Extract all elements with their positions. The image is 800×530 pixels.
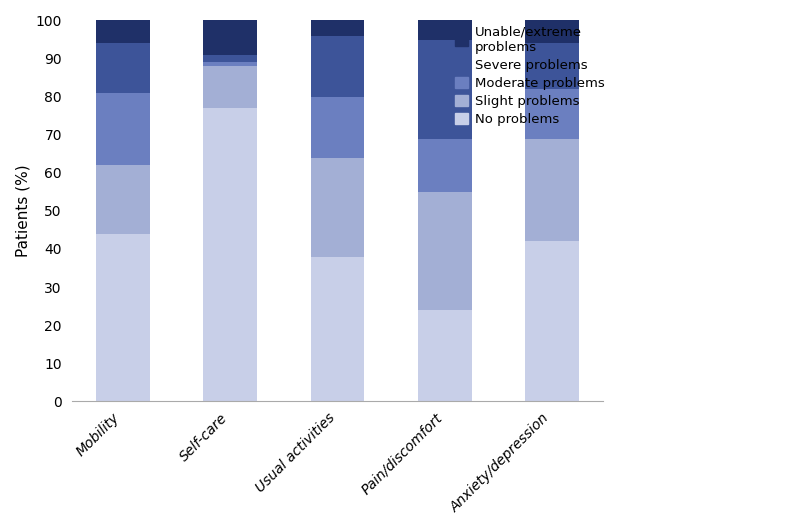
Bar bbox=[310, 157, 364, 257]
Bar bbox=[418, 310, 472, 401]
Bar bbox=[203, 66, 257, 108]
Bar bbox=[96, 93, 150, 165]
Y-axis label: Patients (%): Patients (%) bbox=[15, 164, 30, 257]
Bar bbox=[418, 192, 472, 310]
Bar bbox=[526, 138, 579, 241]
Bar bbox=[418, 138, 472, 192]
Bar bbox=[310, 21, 364, 36]
Bar bbox=[310, 36, 364, 96]
Bar bbox=[203, 63, 257, 66]
Bar bbox=[96, 43, 150, 93]
Bar bbox=[203, 55, 257, 63]
Bar bbox=[96, 21, 150, 43]
Bar bbox=[203, 21, 257, 55]
Bar bbox=[203, 108, 257, 401]
Bar bbox=[526, 43, 579, 89]
Bar bbox=[526, 21, 579, 43]
Bar bbox=[526, 89, 579, 138]
Bar bbox=[418, 21, 472, 40]
Bar bbox=[526, 241, 579, 401]
Bar bbox=[418, 40, 472, 138]
Bar bbox=[96, 165, 150, 234]
Bar bbox=[96, 234, 150, 401]
Bar bbox=[310, 257, 364, 401]
Bar bbox=[310, 96, 364, 157]
Legend: Unable/extreme
problems, Severe problems, Moderate problems, Slight problems, No: Unable/extreme problems, Severe problems… bbox=[453, 23, 607, 129]
